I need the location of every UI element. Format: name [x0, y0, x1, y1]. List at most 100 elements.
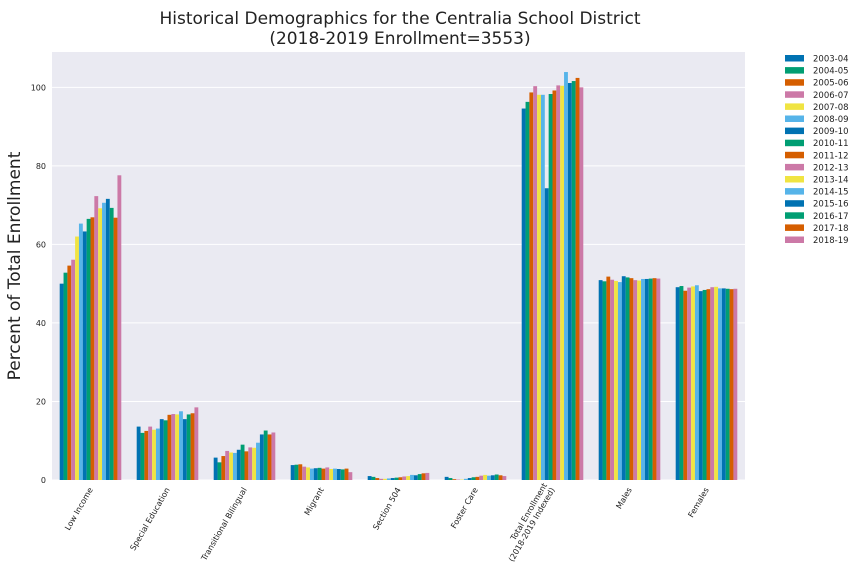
bar [733, 288, 738, 480]
bar [529, 92, 534, 480]
bar [606, 276, 611, 480]
y-tick-label: 80 [36, 162, 46, 171]
bar [306, 467, 310, 480]
bar [729, 289, 734, 480]
bar [564, 72, 568, 480]
bar [498, 475, 503, 480]
bar [648, 278, 653, 480]
bar [463, 478, 468, 480]
bar [625, 277, 630, 480]
legend-swatch [785, 55, 804, 62]
bar [144, 430, 149, 480]
bar [556, 85, 561, 480]
bar [560, 85, 565, 481]
bar [386, 478, 391, 480]
legend-label: 2006-07 [813, 91, 849, 101]
bar [71, 259, 76, 480]
bar [136, 426, 141, 480]
chart-subtitle: (2018-2019 Enrollment=3553) [269, 29, 530, 49]
bar [267, 434, 272, 480]
x-tick-label: Total Enrollment(2018-2019 Indexed) [499, 482, 557, 564]
bar [402, 476, 407, 480]
legend-swatch [785, 67, 804, 74]
legend-swatch [785, 163, 804, 171]
bar [540, 94, 545, 481]
bar [140, 432, 145, 480]
legend-swatch [785, 103, 804, 110]
legend-label: 2012-13 [813, 163, 849, 173]
bar [367, 476, 372, 480]
bar [621, 276, 626, 480]
bar [710, 287, 715, 480]
bar [155, 428, 160, 480]
bar [379, 478, 384, 480]
x-axis-ticks: Low Income Special Education Transitional … [63, 482, 711, 564]
bar [448, 478, 453, 480]
y-tick-label: 0 [41, 476, 46, 485]
bar [617, 282, 622, 480]
bar [252, 447, 257, 480]
bar [602, 281, 607, 480]
bar [425, 472, 430, 480]
bar [406, 476, 411, 480]
bar [691, 286, 695, 480]
legend-swatch [785, 176, 804, 183]
legend: 2003-04 2004-05 2005-06 2006-07 2007-08 2008-… [785, 55, 849, 246]
bar [105, 198, 110, 481]
bar [644, 278, 649, 480]
x-tick-label: Females [686, 486, 710, 519]
legend-label: 2017-18 [813, 224, 849, 234]
bar [544, 188, 549, 480]
bar [259, 434, 264, 480]
bar [633, 280, 638, 480]
legend-swatch [785, 115, 804, 122]
bar [159, 419, 164, 480]
bar [718, 288, 722, 480]
bar [232, 452, 237, 480]
legend-label: 2004-05 [813, 67, 849, 77]
bar [186, 414, 191, 480]
bar [171, 414, 176, 480]
bar [63, 272, 68, 480]
bar [298, 464, 303, 480]
bar [656, 278, 661, 480]
bar [417, 474, 422, 480]
bar [348, 472, 353, 480]
bar [683, 290, 688, 480]
bar [567, 83, 572, 481]
bar [271, 432, 276, 480]
bar [467, 478, 472, 480]
bar [629, 278, 634, 480]
bar [213, 457, 218, 480]
bar [641, 278, 645, 480]
bar [67, 265, 72, 480]
bar [190, 413, 195, 480]
bar [394, 477, 399, 480]
bar [579, 87, 584, 480]
bar [59, 283, 64, 480]
bar [413, 475, 418, 480]
bar [240, 444, 245, 480]
bar [575, 77, 580, 481]
bar [182, 419, 187, 480]
legend-label: 2009-10 [813, 127, 849, 137]
bar [521, 108, 526, 480]
y-axis-label: Percent of Total Enrollment [5, 151, 25, 380]
x-tick-label: Males [614, 486, 633, 511]
legend-swatch [785, 200, 804, 207]
bar [117, 175, 122, 481]
bar [706, 289, 711, 480]
y-tick-label: 40 [36, 319, 46, 328]
bar [721, 288, 726, 480]
bar [225, 450, 230, 480]
bar [244, 451, 249, 480]
y-tick-label: 60 [36, 240, 46, 249]
legend-label: 2003-04 [813, 55, 849, 65]
bar [533, 86, 538, 480]
y-axis-ticks: 0 20 40 60 80 100 [31, 83, 46, 485]
x-tick-label: Low Income [63, 486, 95, 532]
bar [263, 430, 268, 480]
bar [248, 447, 253, 480]
bar [148, 426, 153, 480]
